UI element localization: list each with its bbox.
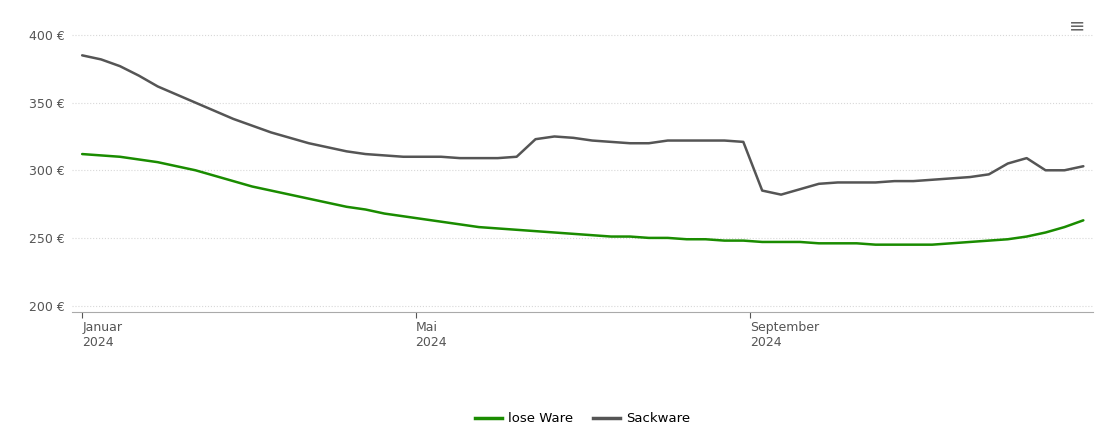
- Legend: lose Ware, Sackware: lose Ware, Sackware: [470, 407, 696, 422]
- Text: ≡: ≡: [1069, 17, 1086, 36]
